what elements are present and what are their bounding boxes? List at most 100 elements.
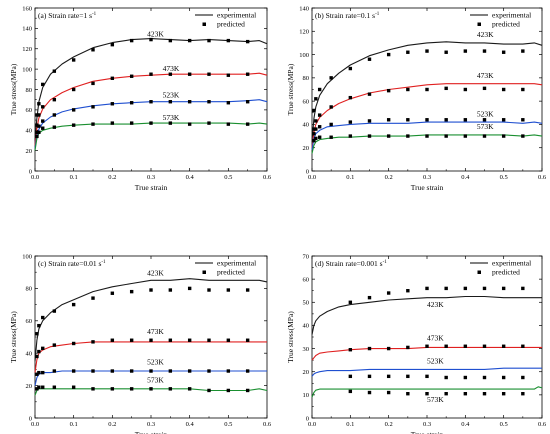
series-line-423K (34, 38, 268, 141)
predicted-point-523K (110, 102, 115, 106)
panel-title: (d) Strain rate=0.001 s-1 (315, 259, 387, 268)
predicted-point-573K (129, 387, 134, 391)
predicted-point-573K (110, 121, 115, 125)
predicted-point-473K (226, 338, 231, 342)
predicted-point-473K (129, 74, 134, 78)
predicted-point-473K (367, 346, 372, 351)
series-line-573K (311, 386, 543, 398)
predicted-point-573K (348, 134, 353, 138)
y-tick-label: 40 (26, 351, 33, 358)
predicted-point-423K (71, 58, 76, 62)
legend-predicted: predicted (217, 268, 245, 277)
predicted-point-523K (41, 119, 45, 123)
predicted-point-473K (91, 81, 95, 86)
y-tick-label: 100 (22, 253, 32, 260)
temperature-label-423K: 423K (477, 30, 494, 39)
x-tick-label: 0.2 (385, 421, 393, 428)
temperature-label-473K: 473K (163, 64, 180, 73)
predicted-point-573K (444, 134, 448, 138)
predicted-point-473K (386, 88, 391, 93)
predicted-point-473K (245, 72, 250, 76)
predicted-point-423K (149, 37, 153, 42)
predicted-point-573K (245, 388, 250, 393)
series-line-473K (34, 72, 268, 146)
predicted-point-523K (168, 369, 173, 373)
predicted-point-423K (207, 38, 211, 43)
predicted-point-473K (463, 344, 468, 348)
predicted-point-473K (168, 72, 173, 76)
predicted-point-423K (110, 291, 115, 295)
temperature-label-573K: 573K (477, 122, 494, 131)
predicted-point-523K (37, 124, 41, 128)
predicted-point-423K (501, 50, 506, 54)
predicted-point-523K (129, 101, 134, 105)
legend-experimental: experimental (217, 11, 256, 20)
predicted-point-573K (501, 134, 506, 138)
predicted-point-473K (425, 87, 429, 92)
series-line-423K (311, 295, 542, 335)
x-tick-label: 0.0 (31, 421, 39, 428)
predicted-point-523K (207, 369, 211, 373)
y-tick-label: 20 (26, 148, 33, 155)
predicted-point-423K (91, 296, 95, 300)
predicted-point-423K (367, 57, 372, 61)
temperature-label-423K: 423K (147, 268, 164, 277)
predicted-point-473K (71, 341, 76, 346)
predicted-point-573K (329, 135, 333, 139)
predicted-point-473K (187, 72, 192, 76)
predicted-point-423K (386, 291, 391, 295)
y-tick-label: 100 (22, 66, 32, 73)
predicted-point-473K (129, 338, 134, 342)
predicted-point-473K (367, 92, 372, 96)
x-tick-label: 0.3 (147, 421, 155, 428)
predicted-point-523K (226, 369, 231, 373)
predicted-point-573K (521, 392, 525, 396)
x-tick-label: 0.5 (500, 421, 508, 428)
predicted-point-473K (110, 76, 115, 80)
y-tick-label: 140 (299, 5, 309, 12)
predicted-point-573K (463, 134, 468, 138)
x-tick-label: 0.1 (70, 174, 78, 181)
predicted-point-573K (41, 385, 45, 389)
predicted-point-573K (52, 125, 57, 129)
y-tick-label: 10 (303, 392, 310, 399)
series-line-423K (34, 278, 268, 362)
y-tick-label: 50 (303, 300, 310, 307)
temperature-label-473K: 473K (427, 333, 444, 342)
predicted-point-523K (35, 130, 39, 134)
y-tick-label: 120 (299, 29, 309, 36)
legend-marker-sample (477, 22, 481, 26)
x-axis-label: True strain (411, 430, 444, 434)
predicted-point-423K (187, 286, 192, 291)
predicted-point-423K (425, 49, 429, 53)
predicted-point-573K (207, 388, 211, 393)
x-tick-label: 0.5 (224, 174, 232, 181)
y-tick-label: 0 (306, 415, 309, 422)
y-tick-label: 40 (303, 323, 310, 330)
predicted-point-473K (91, 340, 95, 344)
predicted-point-423K (207, 288, 211, 292)
y-tick-label: 20 (303, 145, 310, 152)
legend-marker-sample (202, 270, 206, 274)
predicted-point-523K (149, 369, 153, 373)
predicted-point-523K (521, 375, 525, 380)
predicted-point-423K (463, 286, 468, 291)
panel-title-superscript: -1 (383, 260, 388, 265)
x-tick-label: 0.0 (308, 174, 316, 181)
predicted-point-473K (37, 349, 41, 354)
predicted-point-423K (521, 286, 525, 291)
predicted-point-573K (386, 390, 391, 395)
panel-title: (b) Strain rate=0.1 s-1 (315, 11, 380, 20)
predicted-point-523K (71, 369, 76, 373)
predicted-point-573K (207, 121, 211, 125)
predicted-point-473K (41, 346, 45, 351)
x-tick-label: 0.0 (308, 421, 316, 428)
predicted-point-473K (52, 343, 57, 347)
panel-title: (c) Strain rate=0.01 s-1 (38, 259, 106, 268)
panel-title: (a) Strain rate=1 s-1 (38, 11, 97, 20)
predicted-point-473K (444, 344, 448, 348)
predicted-point-423K (245, 39, 250, 44)
predicted-point-523K (386, 118, 391, 122)
predicted-point-473K (35, 354, 39, 359)
